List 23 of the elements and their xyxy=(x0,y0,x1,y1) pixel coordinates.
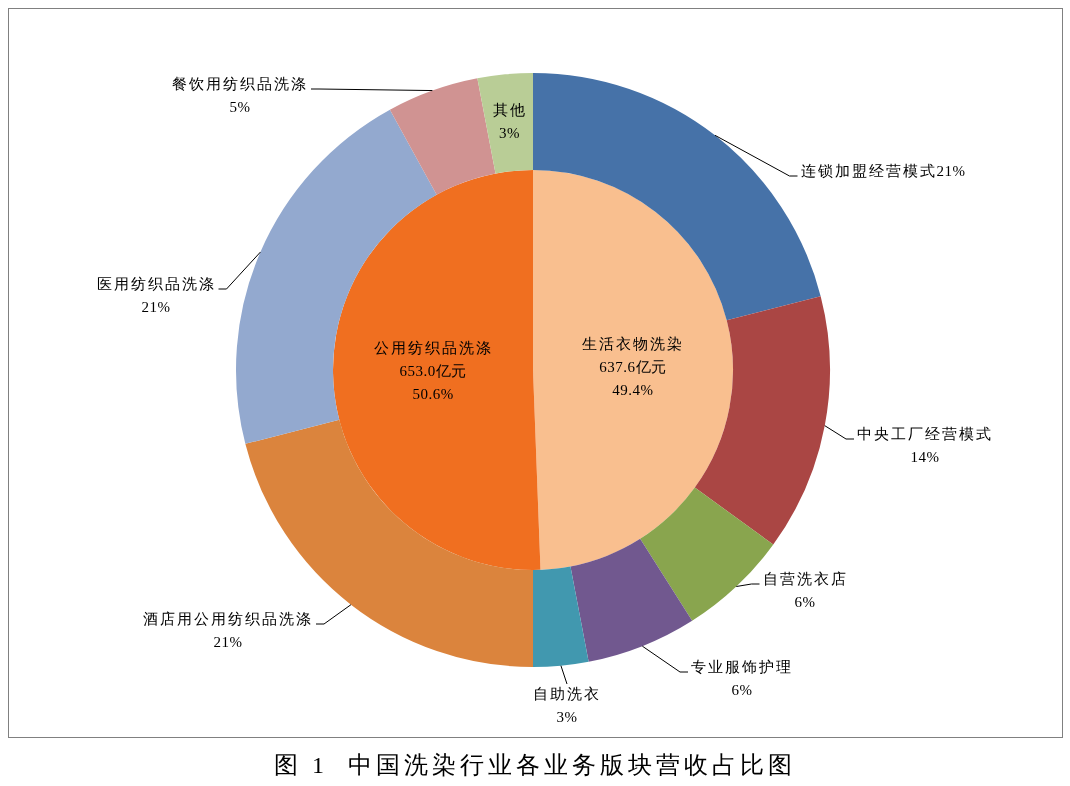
slice-label: 餐饮用纺织品洗涤 xyxy=(172,75,308,92)
slice-label: 自助洗衣 xyxy=(533,685,601,702)
text: 图 1 中国洗染行业各业务版块营收占比图 xyxy=(273,751,797,780)
data-label: 3% xyxy=(499,125,521,142)
slice-label: 中央工厂经营模式 xyxy=(857,425,993,442)
slice-label: 医用纺织品洗涤 xyxy=(96,275,216,292)
data-label: 21% xyxy=(141,298,171,315)
data-label: 14% xyxy=(910,448,940,465)
data-label: 6% xyxy=(731,681,753,698)
data-label: 21% xyxy=(213,633,243,650)
data-label: 5% xyxy=(229,98,251,115)
slice-label: 自营洗衣店 xyxy=(762,570,848,587)
slice-label: 酒店用公用纺织品洗涤 xyxy=(143,610,313,627)
data-label: 6% xyxy=(794,593,816,610)
slice-label: 公用纺织品洗涤 xyxy=(373,339,493,356)
slice-label: 其他 xyxy=(492,102,527,119)
data-label: 21% xyxy=(936,162,966,179)
slice-label: 连锁加盟经营模式 xyxy=(800,162,937,179)
data-label: 637.6亿元 49.4% xyxy=(599,359,667,399)
slice-label: 专业服饰护理 xyxy=(691,658,793,675)
slice-label: 生活衣物洗染 xyxy=(581,336,684,353)
data-label: 3% xyxy=(556,708,578,725)
data-label: 653.0亿元 50.6% xyxy=(399,362,467,402)
